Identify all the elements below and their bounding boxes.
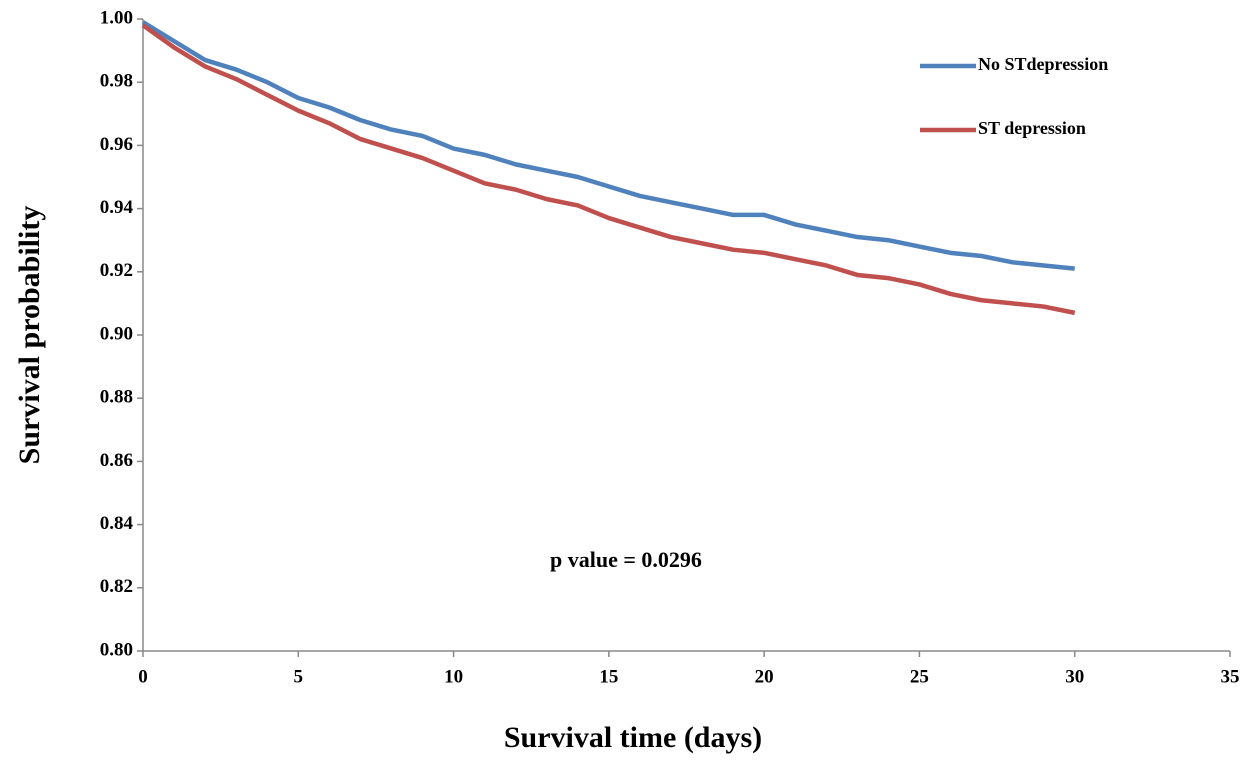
y-tick-label: 0.96	[100, 134, 133, 155]
annotation: p value = 0.0296	[550, 547, 702, 572]
series-line	[141, 20, 1075, 271]
y-tick-label: 0.84	[100, 513, 134, 534]
y-tick-label: 0.92	[100, 260, 133, 281]
legend-label: ST depression	[978, 118, 1086, 138]
x-tick-label: 0	[138, 666, 148, 687]
x-tick-label: 35	[1221, 666, 1240, 687]
x-tick-label: 15	[599, 666, 618, 687]
x-tick-label: 5	[294, 666, 304, 687]
y-tick-label: 0.86	[100, 450, 133, 471]
y-tick-label: 0.90	[100, 323, 133, 344]
series-line	[141, 23, 1076, 316]
x-tick-label: 20	[755, 666, 774, 687]
y-tick-label: 0.80	[100, 639, 133, 660]
legend-label: No STdepression	[978, 54, 1108, 74]
y-tick-label: 0.98	[100, 71, 133, 92]
y-tick-label: 0.82	[100, 576, 133, 597]
x-tick-label: 10	[444, 666, 463, 687]
x-axis-title: Survival time (days)	[504, 721, 762, 754]
x-tick-label: 30	[1065, 666, 1084, 687]
y-tick-label: 0.94	[100, 197, 134, 218]
y-tick-label: 0.88	[100, 387, 133, 408]
y-axis-title: Survival probability	[13, 206, 46, 465]
x-tick-label: 25	[910, 666, 929, 687]
y-tick-label: 1.00	[100, 7, 133, 28]
